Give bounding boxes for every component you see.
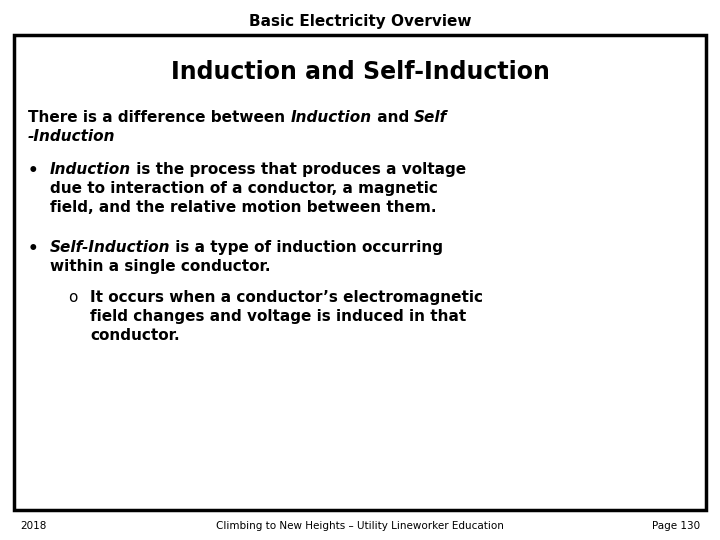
Text: is a type of induction occurring: is a type of induction occurring (171, 240, 444, 255)
Text: within a single conductor.: within a single conductor. (50, 259, 271, 274)
Text: •: • (28, 162, 39, 180)
Text: and: and (372, 110, 414, 125)
Text: •: • (28, 240, 39, 258)
Text: -Induction: -Induction (28, 129, 115, 144)
Text: field, and the relative motion between them.: field, and the relative motion between t… (50, 200, 436, 215)
Text: 2018: 2018 (20, 521, 46, 531)
Text: is the process that produces a voltage: is the process that produces a voltage (131, 162, 467, 177)
Text: field changes and voltage is induced in that: field changes and voltage is induced in … (90, 309, 467, 324)
Text: Induction and Self-Induction: Induction and Self-Induction (171, 60, 549, 84)
Text: Basic Electricity Overview: Basic Electricity Overview (248, 14, 472, 29)
Text: Induction: Induction (50, 162, 131, 177)
Text: It occurs when a conductor’s electromagnetic: It occurs when a conductor’s electromagn… (90, 290, 483, 305)
Text: There is a difference between: There is a difference between (28, 110, 290, 125)
Text: Page 130: Page 130 (652, 521, 700, 531)
Text: conductor.: conductor. (90, 328, 179, 343)
Text: o: o (68, 290, 77, 305)
Text: Self: Self (414, 110, 447, 125)
Text: Induction: Induction (290, 110, 372, 125)
Text: Self-Induction: Self-Induction (50, 240, 171, 255)
Text: due to interaction of a conductor, a magnetic: due to interaction of a conductor, a mag… (50, 181, 438, 196)
Text: Climbing to New Heights – Utility Lineworker Education: Climbing to New Heights – Utility Linewo… (216, 521, 504, 531)
